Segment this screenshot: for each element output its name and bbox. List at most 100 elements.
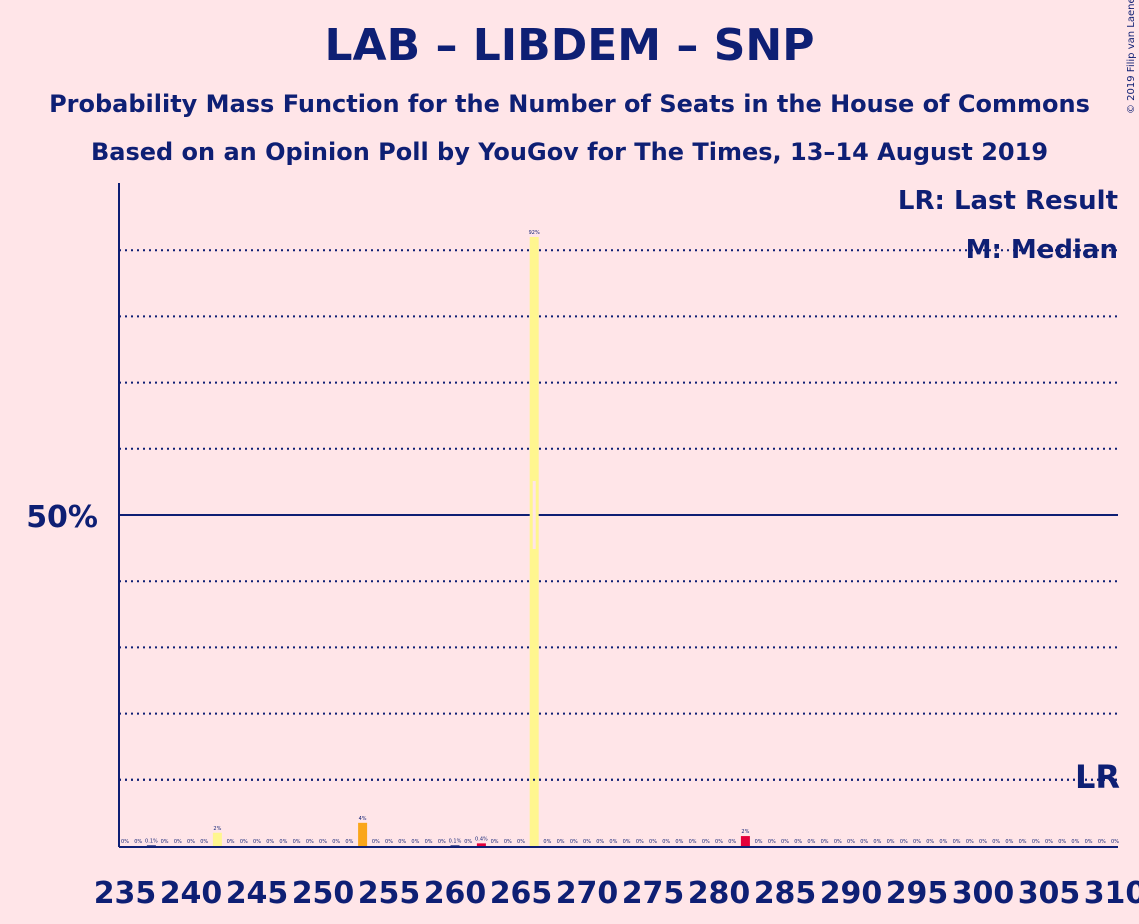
x-tick-285: 285	[754, 876, 817, 911]
x-tick-260: 260	[424, 876, 487, 911]
bar-label-245: 0%	[253, 839, 261, 845]
bar-label-256: 0%	[398, 839, 406, 845]
bar-label-306: 0%	[1058, 839, 1066, 845]
bar-label-303: 0%	[1019, 839, 1027, 845]
bar-label-287: 0%	[807, 839, 815, 845]
bar-label-264: 0%	[504, 839, 512, 845]
bar-label-285: 0%	[781, 839, 789, 845]
chart-subtitle: Probability Mass Function for the Number…	[49, 90, 1090, 118]
bar-label-255: 0%	[385, 839, 393, 845]
bar-label-305: 0%	[1045, 839, 1053, 845]
bar-label-268: 0%	[557, 839, 565, 845]
bar-label-269: 0%	[570, 839, 578, 845]
bar-242	[212, 832, 222, 846]
bar-label-302: 0%	[1005, 839, 1013, 845]
bar-label-278: 0%	[689, 839, 697, 845]
bar-label-297: 0%	[939, 839, 947, 845]
bar-label-291: 0%	[860, 839, 868, 845]
bar-label-286: 0%	[794, 839, 802, 845]
bar-label-249: 0%	[306, 839, 314, 845]
bar-label-241: 0%	[200, 839, 208, 845]
chart-title: LAB – LIBDEM – SNP	[324, 20, 815, 71]
bar-label-260: 0.1%	[449, 838, 462, 844]
x-tick-245: 245	[226, 876, 289, 911]
x-tick-295: 295	[886, 876, 949, 911]
bar-label-277: 0%	[675, 839, 683, 845]
x-tick-305: 305	[1018, 876, 1081, 911]
bar-label-296: 0%	[926, 839, 934, 845]
bar-label-289: 0%	[834, 839, 842, 845]
bar-label-266: 92%	[529, 230, 540, 236]
bar-label-293: 0%	[887, 839, 895, 845]
chart-source-subtitle: Based on an Opinion Poll by YouGov for T…	[90, 138, 1049, 166]
bar-label-279: 0%	[702, 839, 710, 845]
x-tick-255: 255	[358, 876, 421, 911]
bar-label-276: 0%	[662, 839, 670, 845]
bar-label-259: 0%	[438, 839, 446, 845]
bar-label-300: 0%	[979, 839, 987, 845]
bar-label-299: 0%	[966, 839, 974, 845]
x-tick-250: 250	[292, 876, 355, 911]
last-result-label: LR	[1075, 758, 1120, 796]
bar-label-248: 0%	[293, 839, 301, 845]
bars	[146, 236, 750, 846]
bar-label-274: 0%	[636, 839, 644, 845]
bar-label-247: 0%	[279, 839, 287, 845]
bar-label-244: 0%	[240, 839, 248, 845]
bar-label-288: 0%	[821, 839, 829, 845]
bar-label-271: 0%	[596, 839, 604, 845]
y-label-50: 50%	[26, 500, 98, 535]
bar-label-308: 0%	[1085, 839, 1093, 845]
bar-label-265: 0%	[517, 839, 525, 845]
x-tick-275: 275	[622, 876, 685, 911]
bar-label-298: 0%	[953, 839, 961, 845]
bar-label-267: 0%	[543, 839, 551, 845]
x-tick-300: 300	[952, 876, 1015, 911]
bar-label-250: 0%	[319, 839, 327, 845]
bar-label-295: 0%	[913, 839, 921, 845]
x-tick-310: 310	[1084, 876, 1139, 911]
bar-label-258: 0%	[425, 839, 433, 845]
x-tick-270: 270	[556, 876, 619, 911]
bar-label-309: 0%	[1098, 839, 1106, 845]
x-tick-labels: 235 240 245 250 255 260 265 270 275 280 285 290 295 3…	[94, 876, 1139, 911]
x-tick-240: 240	[160, 876, 223, 911]
bar-labels: 0% 0% 0.1% 0% 0% 0% 0% 2% 0% 0% 0% 0% 0% 0% 0% 0% 0% 0% 4%…	[121, 230, 1119, 845]
bar-label-281: 0%	[728, 839, 736, 845]
axes	[118, 183, 1118, 848]
bar-label-239: 0%	[174, 839, 182, 845]
bar-label-261: 0%	[464, 839, 472, 845]
bar-label-251: 0%	[332, 839, 340, 845]
bar-label-280: 0%	[715, 839, 723, 845]
bar-label-262: 0.4%	[475, 836, 488, 842]
bar-label-301: 0%	[992, 839, 1000, 845]
bar-label-304: 0%	[1032, 839, 1040, 845]
bar-label-238: 0%	[161, 839, 169, 845]
bar-label-246: 0%	[266, 839, 274, 845]
bar-label-253: 4%	[359, 816, 367, 822]
x-tick-235: 235	[94, 876, 157, 911]
bar-label-257: 0%	[411, 839, 419, 845]
x-tick-290: 290	[820, 876, 883, 911]
bar-237	[146, 845, 156, 846]
bar-label-252: 0%	[345, 839, 353, 845]
bar-label-275: 0%	[649, 839, 657, 845]
bar-282	[740, 836, 750, 846]
bar-253	[358, 822, 368, 846]
bar-label-235: 0%	[121, 839, 129, 845]
bar-label-263: 0%	[491, 839, 499, 845]
x-tick-265: 265	[490, 876, 553, 911]
bar-label-273: 0%	[623, 839, 631, 845]
bar-260	[450, 845, 460, 846]
bar-label-282: 2%	[741, 829, 749, 835]
bar-label-283: 0%	[755, 839, 763, 845]
bar-label-310: 0%	[1111, 839, 1119, 845]
bar-262	[476, 843, 486, 846]
bar-label-254: 0%	[372, 839, 380, 845]
bar-label-290: 0%	[847, 839, 855, 845]
bar-label-240: 0%	[187, 839, 195, 845]
bar-label-294: 0%	[900, 839, 908, 845]
bar-label-272: 0%	[609, 839, 617, 845]
bar-label-236: 0%	[134, 839, 142, 845]
